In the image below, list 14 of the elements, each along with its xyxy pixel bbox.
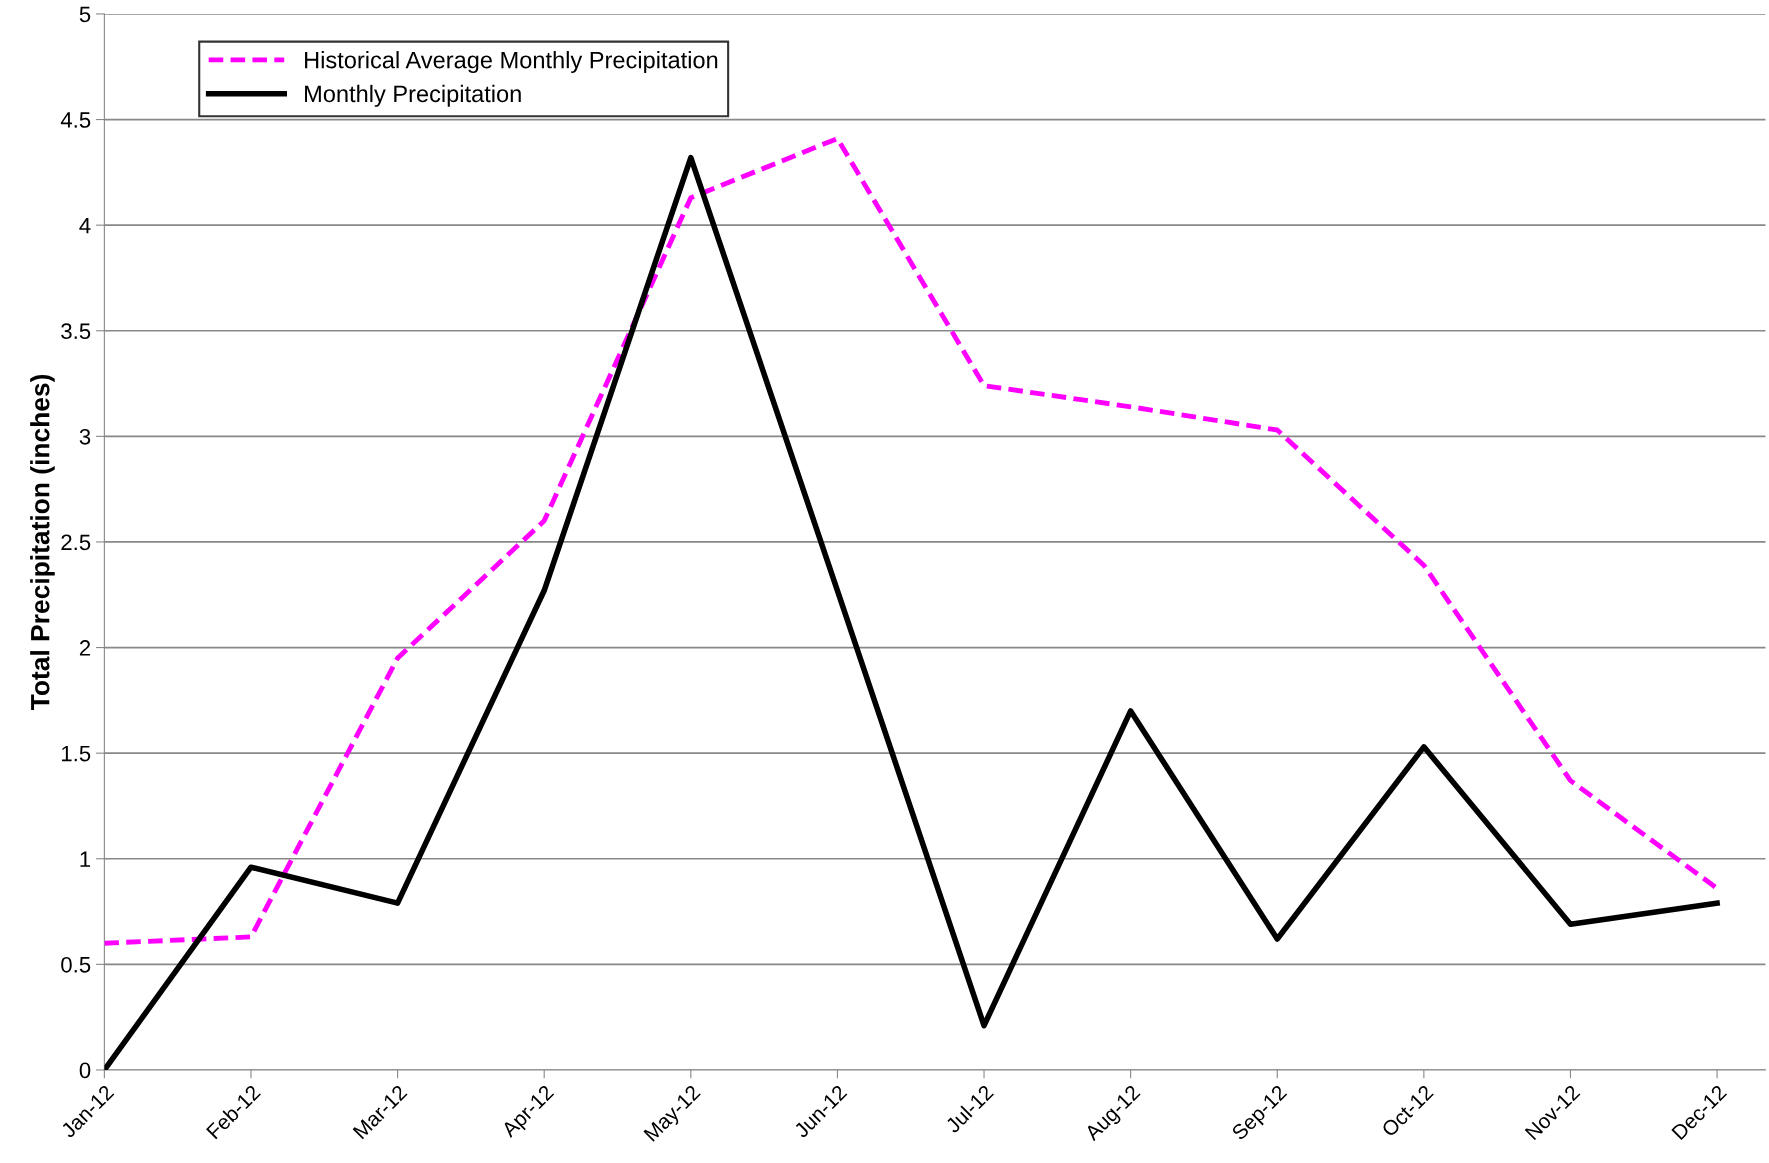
legend-label: Historical Average Monthly Precipitation bbox=[305, 51, 718, 74]
y-tick-label: 3.5 bbox=[61, 323, 91, 340]
y-tick-label: 1.5 bbox=[61, 745, 91, 762]
y-tick-label: 4 bbox=[79, 217, 91, 234]
y-tick-label: 2.5 bbox=[61, 534, 91, 551]
y-tick-label: 5 bbox=[79, 6, 91, 23]
y-tick-label: 4.5 bbox=[60, 112, 91, 128]
y-tick-label: 0.5 bbox=[61, 956, 91, 973]
legend-label: Monthly Precipitation bbox=[305, 84, 521, 107]
y-tick-label: 0 bbox=[79, 1062, 91, 1079]
y-tick-label: 2 bbox=[79, 640, 91, 656]
y-axis-title: Total Precipitation (inches) bbox=[30, 374, 55, 711]
y-tick-label: 1 bbox=[80, 851, 91, 867]
y-tick-label: 3 bbox=[79, 428, 91, 445]
